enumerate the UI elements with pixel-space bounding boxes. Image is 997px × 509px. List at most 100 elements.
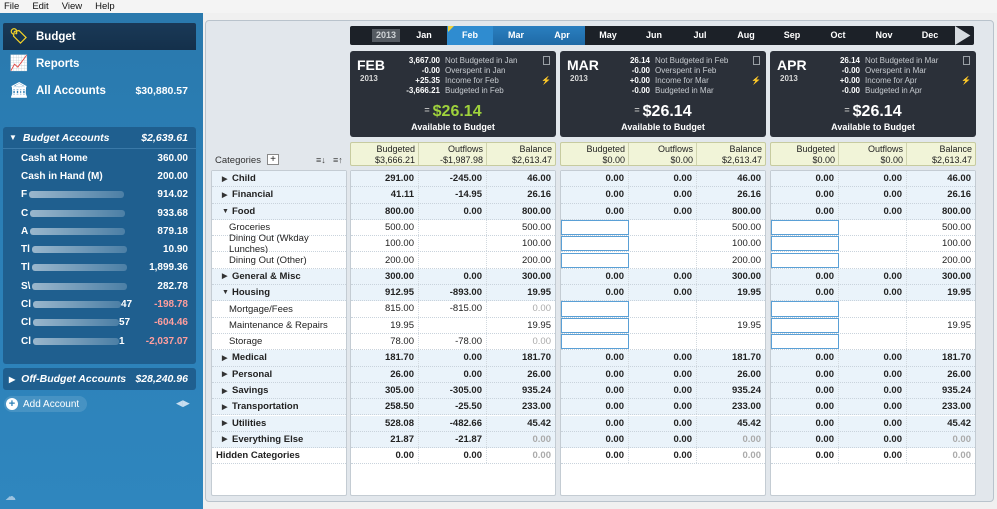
add-category-button[interactable]: +: [267, 154, 279, 165]
account-row[interactable]: Cl 57 -604.46: [3, 314, 196, 332]
budgeted-cell[interactable]: [771, 317, 840, 333]
budgeted-cell[interactable]: 0.00: [771, 268, 839, 285]
month-sep[interactable]: Sep: [783, 30, 801, 40]
budgeted-cell[interactable]: 0.00: [561, 431, 629, 448]
nav-reports[interactable]: 📈 Reports: [3, 50, 196, 77]
budgeted-cell[interactable]: 200.00: [351, 252, 419, 268]
category-row[interactable]: ▶ Everything Else: [212, 431, 346, 449]
expand-all-icon[interactable]: ≡↑: [333, 155, 343, 165]
category-row[interactable]: ▼ Food: [212, 203, 346, 220]
month-dec[interactable]: Dec: [921, 30, 939, 40]
budgeted-cell[interactable]: 305.00: [351, 382, 419, 399]
budgeted-cell[interactable]: [771, 301, 840, 317]
budgeted-cell[interactable]: [771, 334, 840, 350]
budgeted-cell[interactable]: 19.95: [351, 317, 419, 333]
budgeted-cell[interactable]: 181.70: [351, 350, 419, 366]
budgeted-cell[interactable]: [561, 219, 630, 236]
menu-file[interactable]: File: [4, 1, 20, 12]
budgeted-cell[interactable]: 41.11: [351, 187, 419, 203]
budgeted-cell[interactable]: [771, 219, 840, 236]
chevron-right-icon[interactable]: ▶: [222, 191, 228, 199]
month-nov[interactable]: Nov: [875, 30, 893, 40]
budgeted-cell[interactable]: 0.00: [771, 415, 839, 431]
budgeted-cell[interactable]: 100.00: [351, 236, 419, 252]
month-oct[interactable]: Oct: [830, 30, 846, 40]
category-row[interactable]: Storage: [212, 334, 346, 351]
budgeted-cell[interactable]: 258.50: [351, 399, 419, 415]
budgeted-cell[interactable]: 78.00: [351, 334, 419, 350]
budgeted-cell[interactable]: 0.00: [561, 171, 629, 187]
budgeted-cell[interactable]: 0.00: [771, 431, 839, 448]
budgeted-cell[interactable]: 0.00: [561, 285, 629, 301]
month-jun[interactable]: Jun: [645, 30, 662, 40]
account-row[interactable]: Cash in Hand (M) 200.00: [3, 167, 196, 185]
chevron-right-icon[interactable]: ▶: [222, 436, 228, 444]
category-row[interactable]: Dining Out (Other): [212, 252, 346, 269]
budgeted-cell[interactable]: 0.00: [561, 382, 629, 399]
category-row[interactable]: ▼ Housing: [212, 285, 346, 302]
budgeted-cell[interactable]: 912.95: [351, 285, 419, 301]
notes-icon[interactable]: [543, 56, 550, 65]
budgeted-cell[interactable]: 500.00: [351, 219, 419, 236]
budgeted-cell[interactable]: 0.00: [771, 203, 839, 219]
budgeted-cell[interactable]: 0.00: [771, 382, 839, 399]
budgeted-cell[interactable]: 0.00: [561, 187, 629, 203]
budgeted-cell[interactable]: 0.00: [771, 448, 839, 464]
budgeted-cell[interactable]: [561, 252, 630, 268]
account-row[interactable]: Cl 1 -2,037.07: [3, 332, 196, 350]
budget-accounts-header[interactable]: ▼ Budget Accounts $2,639.61: [3, 127, 196, 149]
menu-help[interactable]: Help: [95, 1, 115, 12]
add-account-button[interactable]: + Add Account: [4, 396, 88, 412]
month-mar[interactable]: Mar: [493, 26, 539, 45]
notes-icon[interactable]: [963, 56, 970, 65]
budgeted-cell[interactable]: 0.00: [771, 187, 839, 203]
account-row[interactable]: S\ 282.78: [3, 277, 196, 295]
chevron-down-icon[interactable]: ▼: [222, 289, 229, 297]
menu-edit[interactable]: Edit: [32, 1, 49, 12]
chevron-right-icon[interactable]: ▶: [222, 175, 228, 183]
category-row[interactable]: ▶ Financial: [212, 187, 346, 204]
chevron-right-icon[interactable]: ▶: [222, 371, 228, 379]
off-budget-accounts-header[interactable]: ▶ Off-Budget Accounts $28,240.96: [3, 368, 196, 390]
budgeted-cell[interactable]: [771, 252, 840, 268]
account-row[interactable]: A 879.18: [3, 222, 196, 240]
budgeted-cell[interactable]: 0.00: [561, 350, 629, 366]
account-row[interactable]: C 933.68: [3, 204, 196, 222]
collapse-all-icon[interactable]: ≡↓: [316, 155, 326, 165]
budgeted-cell[interactable]: [561, 317, 630, 333]
budgeted-cell[interactable]: 0.00: [771, 171, 839, 187]
month-feb[interactable]: Feb: [447, 26, 493, 45]
chevron-right-icon[interactable]: ▶: [222, 420, 228, 428]
account-row[interactable]: Cash at Home 360.00: [3, 149, 196, 167]
category-row[interactable]: ▶ Transportation: [212, 399, 346, 416]
budgeted-cell[interactable]: 0.00: [771, 350, 839, 366]
budgeted-cell[interactable]: [561, 334, 630, 350]
lightning-icon[interactable]: ⚡: [961, 76, 971, 85]
budgeted-cell[interactable]: 0.00: [561, 399, 629, 415]
lightning-icon[interactable]: ⚡: [751, 76, 761, 85]
chevron-down-icon[interactable]: ▼: [222, 207, 229, 215]
budgeted-cell[interactable]: 0.00: [561, 366, 629, 382]
budgeted-cell[interactable]: 21.87: [351, 431, 419, 448]
category-row[interactable]: Mortgage/Fees: [212, 301, 346, 318]
month-jul[interactable]: Jul: [693, 30, 707, 40]
budgeted-cell[interactable]: 0.00: [561, 415, 629, 431]
category-row[interactable]: Maintenance & Repairs: [212, 317, 346, 334]
chevron-right-icon[interactable]: ▶: [222, 273, 228, 281]
budgeted-cell[interactable]: 0.00: [771, 285, 839, 301]
month-apr[interactable]: Apr: [539, 26, 585, 45]
category-row[interactable]: Hidden Categories: [212, 448, 346, 465]
category-row[interactable]: ▶ Child: [212, 171, 346, 188]
category-row[interactable]: Dining Out (Wkday Lunches): [212, 233, 346, 255]
budgeted-cell[interactable]: 0.00: [351, 448, 419, 464]
budgeted-cell[interactable]: [561, 301, 630, 317]
chevron-right-icon[interactable]: ▶: [222, 403, 228, 411]
category-row[interactable]: ▶ Utilities: [212, 415, 346, 432]
budgeted-cell[interactable]: 291.00: [351, 171, 419, 187]
account-row[interactable]: Tl 1,899.36: [3, 259, 196, 277]
category-row[interactable]: ▶ Personal: [212, 366, 346, 383]
budgeted-cell[interactable]: 300.00: [351, 268, 419, 285]
budgeted-cell[interactable]: 0.00: [771, 366, 839, 382]
budgeted-cell[interactable]: 26.00: [351, 366, 419, 382]
notes-icon[interactable]: [753, 56, 760, 65]
